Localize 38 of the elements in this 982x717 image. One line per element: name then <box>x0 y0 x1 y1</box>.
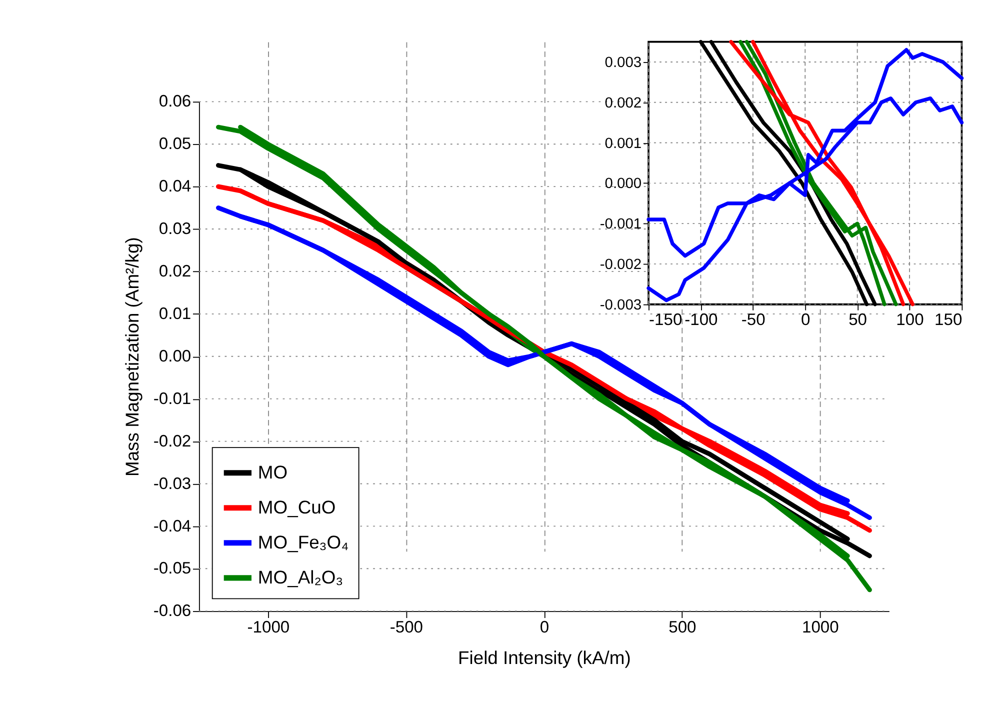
y-tick-label: 0.04 <box>158 176 192 196</box>
y-tick-label: -0.04 <box>153 516 192 536</box>
x-tick-label: 100 <box>896 310 924 330</box>
y-tick-label: 0.03 <box>158 219 192 238</box>
x-tick-label: -1000 <box>247 618 290 637</box>
x-tick-label: 500 <box>668 618 696 637</box>
y-tick-label: 0.06 <box>158 92 192 111</box>
x-tick-label: 0 <box>800 310 810 330</box>
legend-label: MO_Al₂O₃ <box>258 566 344 588</box>
y-tick-label: 0.003 <box>604 55 642 72</box>
x-axis-title: Field Intensity (kA/m) <box>458 647 631 668</box>
x-tick-label: -150 <box>648 310 682 330</box>
y-tick-label: -0.002 <box>600 257 642 274</box>
x-tick-label: 150 <box>934 310 962 330</box>
x-tick-label: 1000 <box>802 618 839 637</box>
y-tick-label: 0.02 <box>158 262 192 281</box>
y-tick-label: 0.05 <box>158 134 192 154</box>
legend-label: MO <box>258 461 288 482</box>
y-tick-label: -0.03 <box>153 474 192 493</box>
y-tick-label: 0.001 <box>604 136 642 152</box>
legend-label: MO_CuO <box>258 496 336 518</box>
y-tick-label: -0.05 <box>153 558 192 578</box>
y-tick-label: 0.01 <box>158 304 192 323</box>
x-tick-label: -50 <box>741 310 766 330</box>
legend-label: MO_Fe₃O₄ <box>258 531 349 552</box>
y-tick-label: -0.001 <box>600 216 642 233</box>
x-tick-label: -100 <box>684 310 718 330</box>
y-tick-label: 0.002 <box>604 95 642 112</box>
y-tick-label: -0.003 <box>600 297 642 314</box>
y-tick-label: 0.00 <box>158 346 192 366</box>
y-axis-title: Mass Magnetization (Am²/kg) <box>122 237 143 477</box>
y-tick-label: -0.06 <box>153 601 192 620</box>
y-tick-label: -0.01 <box>153 388 192 408</box>
y-tick-label: -0.02 <box>153 431 192 450</box>
x-tick-label: 0 <box>540 618 550 637</box>
y-tick-label: 0.000 <box>604 176 642 192</box>
x-tick-label: -500 <box>390 618 424 637</box>
x-tick-label: 50 <box>848 310 868 330</box>
